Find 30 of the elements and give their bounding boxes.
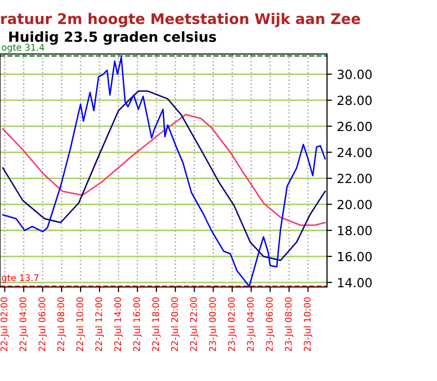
x-tick-label: 22-Jul 16:00 (133, 297, 142, 352)
ref-line-label: gte 13.7 (2, 274, 38, 283)
x-tick-label: 22-Jul 12:00 (95, 297, 104, 352)
x-tick-label: 22-Jul 06:00 (38, 297, 47, 352)
y-tick-label: 14.00 (338, 278, 372, 288)
x-tick-label: 22-Jul 22:00 (190, 297, 199, 352)
y-tick-label: 18.00 (338, 226, 372, 236)
x-tick-label: 23-Jul 10:00 (304, 297, 312, 352)
y-tick-label: 26.00 (338, 122, 372, 132)
x-tick-label: 23-Jul 06:00 (266, 297, 274, 352)
x-tick-label: 22-Jul 14:00 (114, 297, 123, 352)
x-tick-label: 22-Jul 18:00 (152, 297, 161, 352)
y-tick-label: 24.00 (338, 148, 372, 158)
ref-line-label: ogte 31.4 (2, 44, 44, 52)
y-tick-label: 28.00 (338, 96, 372, 106)
x-tick-label: 22-Jul 02:00 (0, 297, 10, 352)
chart-title: ratuur 2m hoogte Meetstation Wijk aan Zee (1, 12, 360, 28)
x-tick-label: 23-Jul 08:00 (284, 297, 294, 352)
x-tick-label: 23-Jul 04:00 (246, 297, 256, 352)
y-tick-label: 16.00 (338, 252, 372, 262)
y-tick-label: 30.00 (338, 70, 372, 80)
y-tick-label: 22.00 (338, 174, 372, 184)
x-tick-label: 22-Jul 10:00 (76, 297, 85, 352)
x-tick-label: 22-Jul 04:00 (19, 297, 28, 352)
x-tick-label: 22-Jul 08:00 (57, 297, 66, 352)
chart-subtitle: Huidig 23.5 graden celsius (9, 31, 216, 45)
y-tick-label: 20.00 (338, 200, 372, 210)
x-tick-label: 23-Jul 02:00 (228, 297, 237, 352)
x-tick-label: 22-Jul 20:00 (170, 297, 180, 352)
x-tick-label: 23-Jul 00:00 (208, 297, 218, 352)
